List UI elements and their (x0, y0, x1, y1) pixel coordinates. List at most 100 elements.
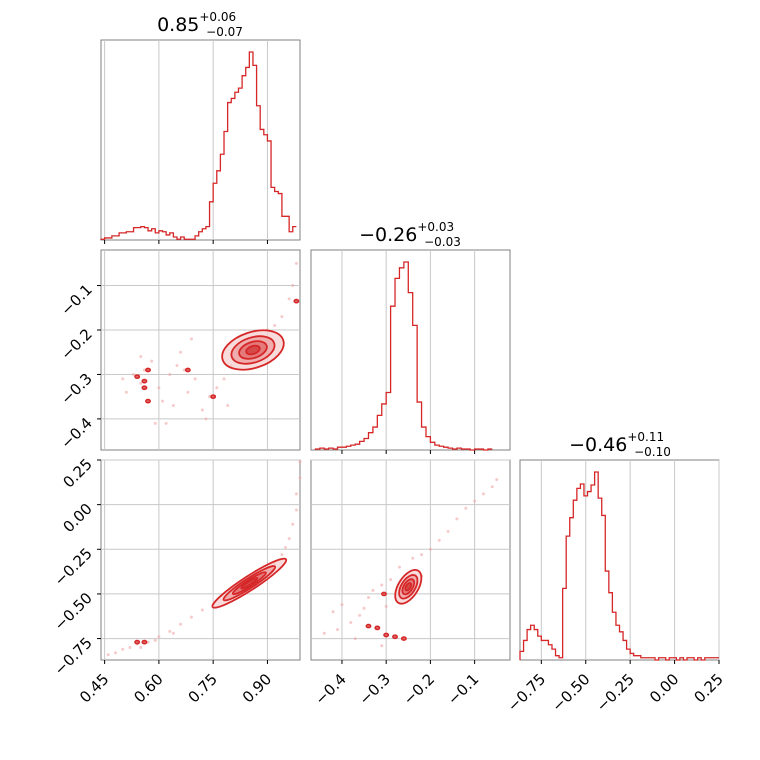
hist-2-title-minus: −0.10 (634, 445, 671, 459)
joint-0-1-island-4 (145, 398, 151, 404)
xtick-label-p1-1: −0.3 (356, 670, 394, 708)
hist-2-bin-6 (541, 640, 545, 660)
hist-0-bin-44 (260, 129, 264, 240)
xtick-label-p0-1: 0.60 (130, 670, 166, 706)
hist-0-title: 0.85+0.06 −0.07 (157, 10, 243, 39)
joint-0-1-sample-23 (273, 324, 277, 328)
joint-0-1-sample-10 (179, 350, 183, 354)
panel-hist-0 (100, 39, 301, 244)
joint-1-2-sample-6 (371, 588, 375, 592)
hist-1-bin-20 (404, 262, 408, 450)
joint-0-1-sample-6 (161, 399, 165, 403)
joint-1-2-sample-3 (358, 613, 362, 617)
joint-0-1-sample-14 (200, 408, 204, 412)
joint-0-2-ytick-label-3: 0.00 (59, 500, 95, 536)
joint-0-1-sample-11 (182, 368, 186, 372)
joint-0-1-island-2 (145, 367, 151, 373)
joint-1-2-sample-2 (349, 621, 353, 624)
joint-0-2-sample-2 (121, 647, 125, 651)
joint-0-2-sample-20 (287, 537, 291, 541)
joint-0-1-island-3 (141, 385, 148, 391)
joint-1-2-sample-17 (473, 499, 477, 503)
hist-1-bin-10 (360, 441, 364, 450)
hist-2-step-line (519, 471, 719, 661)
joint-1-2-island-1 (374, 625, 381, 631)
joint-0-1-island-7 (293, 298, 300, 304)
joint-0-2-sample-8 (179, 622, 183, 626)
joint-0-2-ytick-label-2: −0.25 (51, 544, 96, 589)
joint-1-2-sample-4 (362, 606, 366, 610)
joint-0-1-island-1 (141, 378, 148, 384)
hist-1-bin-18 (395, 278, 399, 450)
xtick-label-p0-3: 0.90 (239, 670, 275, 706)
hist-1-title-plus: +0.03 (417, 220, 454, 234)
joint-0-1-sample-9 (175, 364, 179, 368)
hist-1-step-line (314, 261, 493, 451)
joint-0-2-frame (100, 459, 301, 661)
joint-0-1-sample-8 (168, 372, 172, 376)
hist-2-title-value: −0.46 (569, 434, 627, 456)
hist-1-bin-14 (377, 415, 381, 450)
joint-0-1-sample-29 (153, 421, 157, 425)
joint-0-2-sample-10 (200, 608, 204, 612)
joint-0-2-sample-0 (106, 653, 110, 657)
hist-0-bin-18 (166, 235, 170, 240)
hist-1-title-value: −0.26 (359, 224, 417, 246)
joint-1-2-contour-3 (404, 582, 413, 592)
hist-2-bin-20 (591, 485, 595, 660)
joint-0-1-sample-16 (215, 386, 219, 390)
hist-0-bin-6 (123, 233, 127, 240)
hist-1-bin-23 (417, 402, 421, 450)
joint-1-2-sample-13 (437, 538, 441, 542)
hist-2-bin-14 (570, 518, 574, 660)
joint-0-1-contour-3 (245, 344, 261, 356)
joint-0-1-sample-13 (193, 377, 197, 381)
joint-0-2-sample-3 (128, 646, 132, 649)
joint-0-1-island-0 (134, 374, 141, 380)
joint-1-2-island-2 (383, 632, 390, 638)
joint-0-1-sample-5 (157, 386, 161, 390)
panel-joint-0-2: −0.75−0.50−0.25 0.00 0.25 (51, 455, 302, 679)
joint-1-2-island-4 (400, 636, 407, 641)
joint-0-1-sample-0 (121, 377, 125, 381)
joint-0-1-sample-32 (124, 390, 128, 394)
hist-1-bin-24 (422, 427, 426, 450)
xtick-label-p1-0: −0.4 (311, 670, 349, 708)
joint-0-2-sample-9 (189, 615, 193, 619)
hist-0-bin-36 (231, 98, 235, 240)
hist-1-title: −0.26+0.03 −0.03 (359, 220, 461, 249)
hist-1-bin-27 (435, 445, 439, 450)
joint-0-2-sample-18 (280, 553, 284, 557)
hist-0-title-minus: −0.07 (206, 25, 243, 39)
joint-0-1-sample-28 (139, 355, 143, 359)
panel-joint-1-2 (310, 459, 511, 664)
joint-0-1-sample-27 (294, 261, 298, 265)
hist-0-bin-11 (141, 227, 145, 240)
joint-0-1-sample-31 (226, 404, 230, 408)
xtick-label-p2-1: −0.50 (548, 670, 593, 715)
hist-1-frame (310, 249, 511, 451)
joint-0-1-ytick-label-2: −0.2 (57, 325, 95, 363)
joint-0-2-ytick-label-4: 0.25 (59, 455, 95, 491)
joint-1-2-island-3 (392, 634, 398, 640)
joint-0-1-sample-24 (280, 315, 284, 319)
joint-1-2-sample-0 (322, 631, 326, 635)
hist-0-bin-10 (137, 228, 141, 240)
hist-1-bin-26 (430, 442, 434, 450)
joint-1-2-sample-8 (389, 578, 393, 582)
joint-0-1-frame (100, 249, 301, 451)
hist-2-title: −0.46+0.11 −0.10 (569, 430, 671, 459)
joint-1-2-island-0 (365, 623, 372, 629)
hist-0-bin-40 (246, 67, 250, 240)
joint-1-2-sample-15 (455, 517, 459, 521)
joint-1-2-sample-22 (331, 610, 335, 614)
hist-2-title-plus: +0.11 (627, 430, 664, 444)
hist-1-bin-25 (426, 437, 430, 450)
hist-1-bin-12 (368, 433, 372, 450)
joint-1-2-sample-5 (366, 596, 370, 599)
hist-2-bin-15 (573, 500, 577, 660)
joint-1-2-sample-19 (490, 485, 494, 489)
xtick-label-p1-2: −0.2 (400, 670, 438, 708)
xtick-label-p2-0: −0.75 (504, 670, 549, 715)
